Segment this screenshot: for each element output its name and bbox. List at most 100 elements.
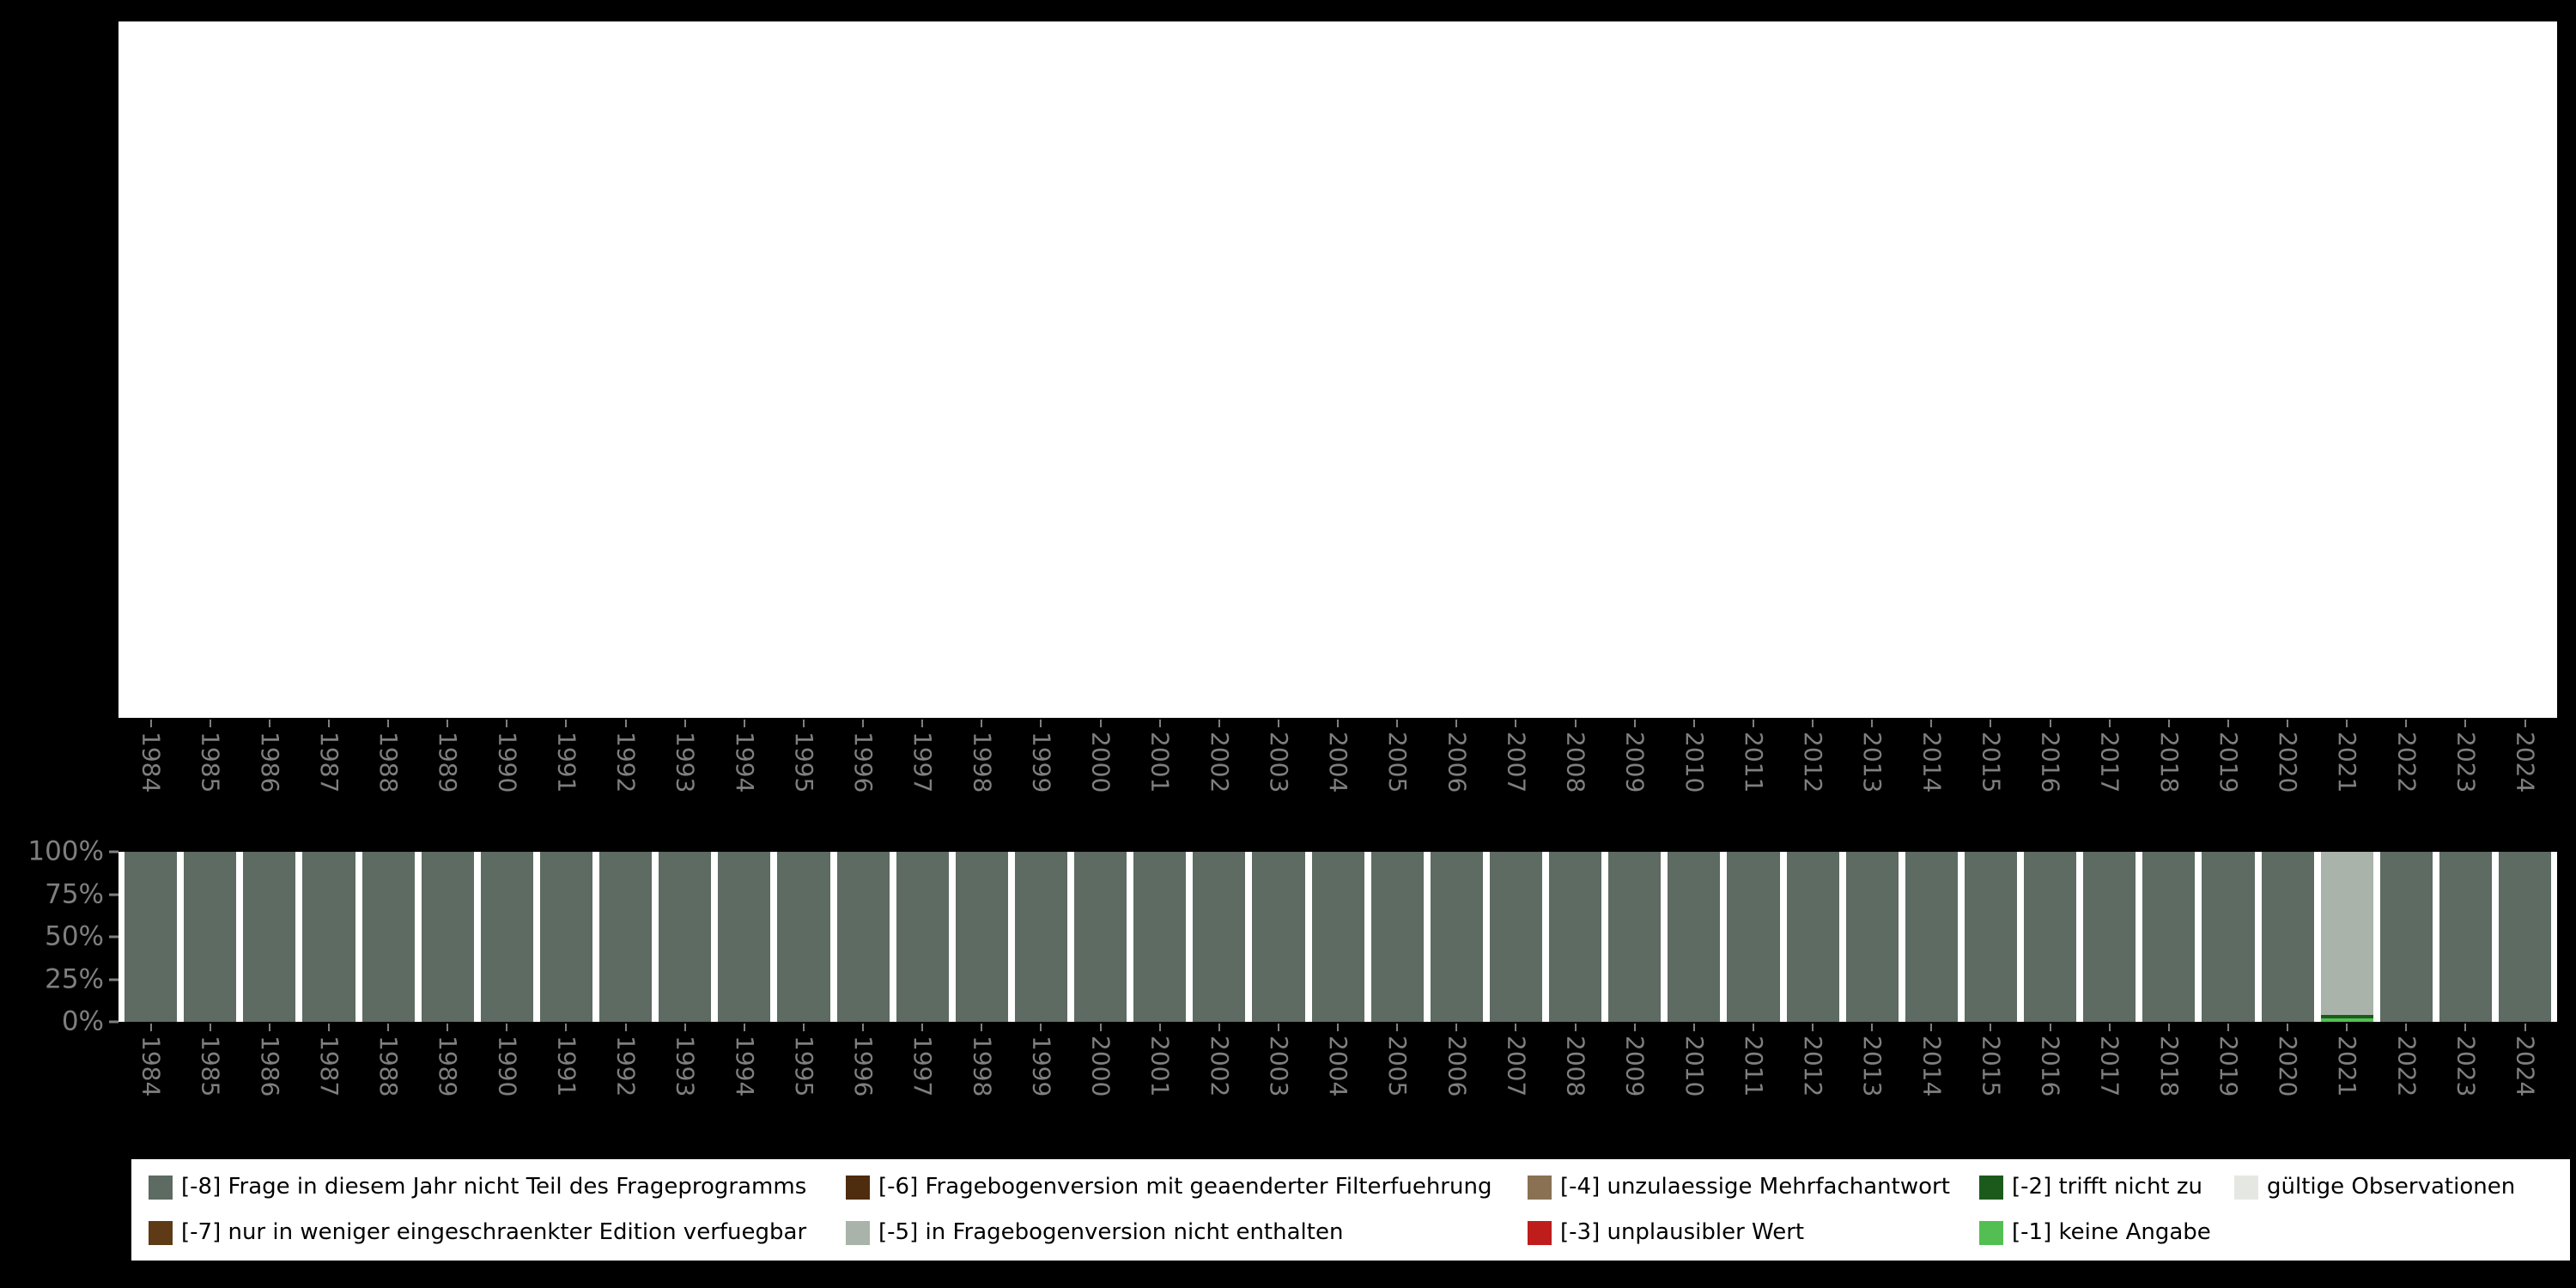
x-axis-tick: [921, 720, 924, 727]
x-axis-label-cell-2001: 2001: [1130, 720, 1189, 823]
x-axis-tick: [1040, 1024, 1042, 1031]
x-axis-year-label: 2018: [2154, 1036, 2184, 1097]
bar-2009: [1608, 852, 1662, 1022]
x-axis-year-label: 2014: [1917, 1036, 1947, 1097]
bar-2014: [1905, 852, 1958, 1022]
bar-slot-2003: [1249, 852, 1308, 1022]
bar-2016: [2024, 852, 2077, 1022]
x-axis-tick: [1930, 1024, 1933, 1031]
x-axis-label-cell-1986: 1986: [240, 720, 299, 823]
bar-2019: [2202, 852, 2255, 1022]
x-axis-year-label: 2008: [1561, 732, 1590, 793]
x-axis-label-cell-2009: 2009: [1605, 1024, 1664, 1127]
x-axis-year-label: 2023: [2451, 1036, 2481, 1097]
x-axis-tick: [743, 720, 745, 727]
bar-segment: [1608, 852, 1662, 1022]
x-axis-label-cell-1999: 1999: [1012, 720, 1071, 823]
x-axis-label-cell-1985: 1985: [180, 720, 240, 823]
x-axis-year-label: 2005: [1383, 732, 1413, 793]
x-axis-tick: [1218, 720, 1220, 727]
x-axis-year-label: 1985: [196, 732, 225, 793]
x-axis-year-label: 2012: [1799, 732, 1828, 793]
bar-slot-2016: [2020, 852, 2080, 1022]
legend-item--4: [-4] unzulaessige Mehrfachantwort: [1528, 1175, 1979, 1200]
x-axis-year-label: 2007: [1502, 1036, 1531, 1097]
x-axis-year-label: 1992: [611, 732, 641, 793]
x-axis-tick: [2049, 1024, 2051, 1031]
x-axis-year-label: 2009: [1620, 1036, 1649, 1097]
x-axis-tick: [2108, 1024, 2111, 1031]
bar-slot-2015: [1961, 852, 2020, 1022]
legend-item--3: [-3] unplausibler Wert: [1528, 1220, 1979, 1245]
x-axis-year-label: 2016: [2036, 1036, 2065, 1097]
x-axis-tick: [2524, 1024, 2526, 1031]
bar-1985: [184, 852, 237, 1022]
x-axis-year-label: 2020: [2274, 732, 2303, 793]
x-axis-year-label: 1994: [730, 732, 759, 793]
bar-1990: [480, 852, 533, 1022]
stacked-bars: [118, 852, 2557, 1022]
bar-slot-1992: [596, 852, 655, 1022]
x-axis-label-cell-1997: 1997: [893, 720, 952, 823]
bar-1995: [777, 852, 830, 1022]
bar-segment: [1786, 852, 1839, 1022]
x-axis-label-cell-2019: 2019: [2198, 1024, 2257, 1127]
x-axis-year-label: 2003: [1264, 732, 1293, 793]
bar-segment: [1964, 852, 2017, 1022]
x-axis-tick: [683, 1024, 686, 1031]
x-axis-label-cell-2003: 2003: [1249, 1024, 1308, 1127]
bar-segment: [480, 852, 533, 1022]
y-axis-label: 50%: [45, 920, 104, 952]
bar-slot-1988: [359, 852, 418, 1022]
bar-2000: [1074, 852, 1127, 1022]
bar-2003: [1252, 852, 1305, 1022]
bar-segment: [2320, 1015, 2373, 1019]
legend-swatch--8: [149, 1175, 173, 1200]
upper-plot-panel: [118, 21, 2557, 718]
bar-slot-2022: [2377, 852, 2436, 1022]
x-axis-label-cell-2011: 2011: [1723, 720, 1783, 823]
bar-2002: [1193, 852, 1246, 1022]
x-axis-tick: [921, 1024, 924, 1031]
bar-2017: [2083, 852, 2136, 1022]
bar-1984: [125, 852, 178, 1022]
legend-label--8: [-8] Frage in diesem Jahr nicht Teil des…: [181, 1174, 807, 1200]
x-axis-year-label: 2000: [1086, 1036, 1115, 1097]
x-axis-tick: [981, 1024, 983, 1031]
bar-segment: [361, 852, 415, 1022]
x-axis-label-cell-2022: 2022: [2377, 1024, 2436, 1127]
bar-slot-2004: [1309, 852, 1368, 1022]
x-axis-year-label: 1984: [137, 1036, 166, 1097]
x-axis-tick: [1574, 720, 1577, 727]
legend-swatch--2: [1979, 1175, 2003, 1200]
x-axis-year-label: 2021: [2333, 732, 2362, 793]
bar-slot-2001: [1130, 852, 1189, 1022]
bar-slot-1997: [893, 852, 952, 1022]
bar-segment: [1311, 852, 1364, 1022]
x-axis-label-cell-1986: 1986: [240, 1024, 299, 1127]
legend-swatch--5: [846, 1220, 870, 1245]
x-axis-year-label: 2020: [2274, 1036, 2303, 1097]
x-axis-tick: [2227, 720, 2229, 727]
x-axis-year-label: 2014: [1917, 732, 1947, 793]
x-axis-tick: [1099, 720, 1102, 727]
x-axis-label-cell-2024: 2024: [2495, 1024, 2555, 1127]
legend-swatch--1: [1979, 1220, 2003, 1245]
x-axis-year-label: 1987: [314, 732, 343, 793]
y-axis-tick-row: 0%: [0, 1008, 118, 1036]
x-axis-label-cell-1998: 1998: [952, 720, 1012, 823]
x-axis-year-label: 2023: [2451, 732, 2481, 793]
x-axis-year-label: 2019: [2214, 1036, 2243, 1097]
legend-label--7: [-7] nur in weniger eingeschraenkter Edi…: [181, 1219, 807, 1246]
x-axis-label-cell-1998: 1998: [952, 1024, 1012, 1127]
x-axis-tick: [327, 1024, 330, 1031]
x-axis-tick: [327, 720, 330, 727]
x-axis-tick: [2464, 1024, 2467, 1031]
x-axis-year-label: 1989: [434, 732, 463, 793]
x-axis-tick: [2287, 1024, 2289, 1031]
x-axis-label-cell-2018: 2018: [2139, 720, 2198, 823]
x-axis-year-label: 1991: [552, 732, 581, 793]
x-axis-tick: [1277, 720, 1279, 727]
bar-segment: [1668, 852, 1721, 1022]
